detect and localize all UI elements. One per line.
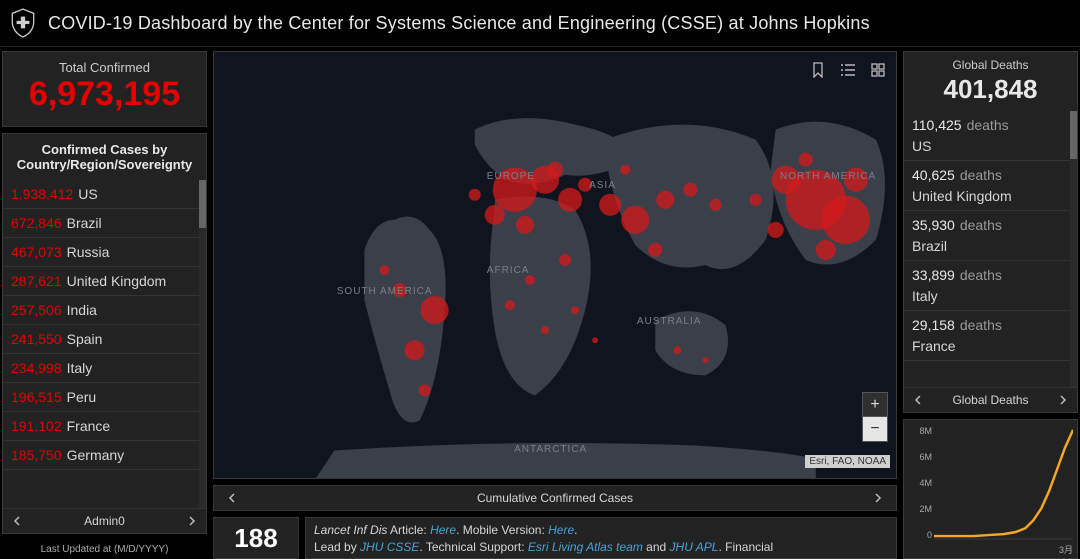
list-item[interactable]: 287,621 United Kingdom <box>3 267 200 296</box>
list-item[interactable]: 33,899 deathsItaly <box>904 261 1071 311</box>
deaths-prev-button[interactable] <box>910 392 926 408</box>
confirmed-prev-button[interactable] <box>9 513 25 529</box>
continent-label: NORTH AMERICA <box>780 171 876 182</box>
deaths-panel: Global Deaths 401,848 110,425 deathsUS40… <box>903 51 1078 413</box>
map-next-button[interactable] <box>870 490 886 506</box>
map-caption: Cumulative Confirmed Cases <box>240 491 870 505</box>
map-pager: Cumulative Confirmed Cases <box>213 485 897 511</box>
deaths-pager: Global Deaths <box>904 387 1077 412</box>
deaths-label: Global Deaths <box>908 58 1073 72</box>
map-attribution: Esri, FAO, NOAA <box>805 455 890 468</box>
list-item[interactable]: 196,515 Peru <box>3 383 200 412</box>
continent-label: EUROPE <box>487 171 535 182</box>
list-item[interactable]: 234,998 Italy <box>3 354 200 383</box>
list-item[interactable]: 257,506 India <box>3 296 200 325</box>
esri-link[interactable]: Esri Living Atlas team <box>528 540 643 554</box>
mobile-link[interactable]: Here <box>548 523 574 537</box>
bookmark-icon[interactable] <box>808 60 828 80</box>
map-prev-button[interactable] <box>224 490 240 506</box>
list-view-icon[interactable] <box>838 60 858 80</box>
list-item[interactable]: 241,550 Spain <box>3 325 200 354</box>
confirmed-list-title: Confirmed Cases by Country/Region/Sovere… <box>3 134 206 180</box>
continent-label: AFRICA <box>487 265 530 276</box>
list-item[interactable]: 110,425 deathsUS <box>904 111 1071 161</box>
jhuapl-link[interactable]: JHU APL <box>670 540 719 554</box>
list-item[interactable]: 35,930 deathsBrazil <box>904 211 1071 261</box>
deaths-pager-label: Global Deaths <box>952 393 1028 407</box>
deaths-value: 401,848 <box>908 72 1073 109</box>
confirmed-next-button[interactable] <box>184 513 200 529</box>
list-item[interactable]: 672,846 Brazil <box>3 209 200 238</box>
deaths-next-button[interactable] <box>1055 392 1071 408</box>
confirmed-pager-label: Admin0 <box>84 514 125 528</box>
list-item[interactable]: 191,102 France <box>3 412 200 441</box>
list-item[interactable]: 29,158 deathsFrance <box>904 311 1071 361</box>
list-item[interactable]: 1,938,412 US <box>3 180 200 209</box>
chart-x-label: 3月 <box>1059 543 1073 556</box>
continent-label: AUSTRALIA <box>637 316 702 327</box>
deaths-scrollbar[interactable] <box>1070 111 1077 387</box>
list-item[interactable]: 185,750 Germany <box>3 441 200 470</box>
lancet-link[interactable]: Here <box>430 523 456 537</box>
counter-value: 188 <box>213 517 299 559</box>
total-confirmed-value: 6,973,195 <box>11 75 198 118</box>
map-panel[interactable]: EUROPE ASIA AFRICA SOUTH AMERICA AUSTRALIA NO… <box>213 51 897 479</box>
jhu-logo-icon <box>10 8 36 38</box>
confirmed-pager: Admin0 <box>3 508 206 533</box>
info-links: Lancet Inf Dis Article: Here. Mobile Ver… <box>305 517 897 559</box>
continent-label: ASIA <box>589 180 616 191</box>
confirmed-scrollbar[interactable] <box>199 180 206 508</box>
total-confirmed-label: Total Confirmed <box>11 60 198 75</box>
total-confirmed-panel: Total Confirmed 6,973,195 <box>2 51 207 127</box>
jhucsse-link[interactable]: JHU CSSE <box>360 540 419 554</box>
trend-chart: 8M6M4M2M0 3月 <box>903 419 1078 559</box>
confirmed-list-panel: Confirmed Cases by Country/Region/Sovere… <box>2 133 207 534</box>
zoom-in-button[interactable]: + <box>863 393 887 417</box>
continent-label: ANTARCTICA <box>514 444 587 455</box>
page-title: COVID-19 Dashboard by the Center for Sys… <box>48 13 870 34</box>
list-item[interactable]: 40,625 deathsUnited Kingdom <box>904 161 1071 211</box>
zoom-out-button[interactable]: − <box>863 417 887 441</box>
list-item[interactable]: 467,073 Russia <box>3 238 200 267</box>
continent-label: SOUTH AMERICA <box>337 286 433 297</box>
grid-view-icon[interactable] <box>868 60 888 80</box>
last-updated-label: Last Updated at (M/D/YYYY) <box>2 540 207 559</box>
